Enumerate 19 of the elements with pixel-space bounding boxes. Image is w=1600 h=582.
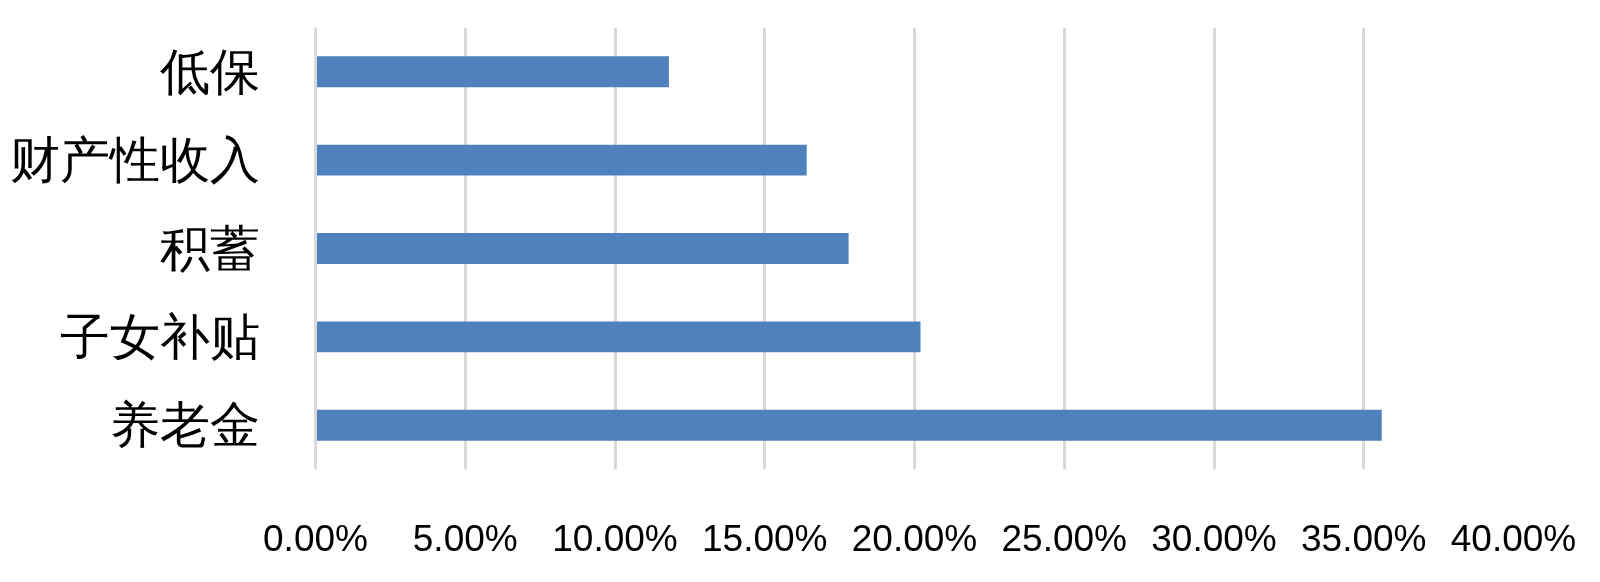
y-tick-label: 积蓄 xyxy=(159,219,260,278)
y-tick-label: 财产性收入 xyxy=(9,131,260,190)
x-tick-label: 0.00% xyxy=(263,517,368,559)
x-tick-label: 40.00% xyxy=(1450,517,1577,559)
x-tick-label: 10.00% xyxy=(552,517,678,559)
y-tick-label: 养老金 xyxy=(109,396,260,455)
bar xyxy=(315,56,669,88)
bar xyxy=(315,233,849,264)
x-tick-label: 35.00% xyxy=(1301,517,1427,559)
y-tick-label: 子女补贴 xyxy=(59,307,260,366)
bar xyxy=(315,144,807,176)
x-tick-label: 5.00% xyxy=(412,517,518,559)
x-tick-label: 25.00% xyxy=(1001,517,1128,559)
bar xyxy=(315,409,1382,441)
x-tick-label: 30.00% xyxy=(1151,517,1277,559)
x-tick-label: 20.00% xyxy=(851,517,978,559)
y-tick-label: 低保 xyxy=(159,42,260,101)
x-tick-label: 15.00% xyxy=(702,517,828,559)
bar xyxy=(315,321,921,353)
